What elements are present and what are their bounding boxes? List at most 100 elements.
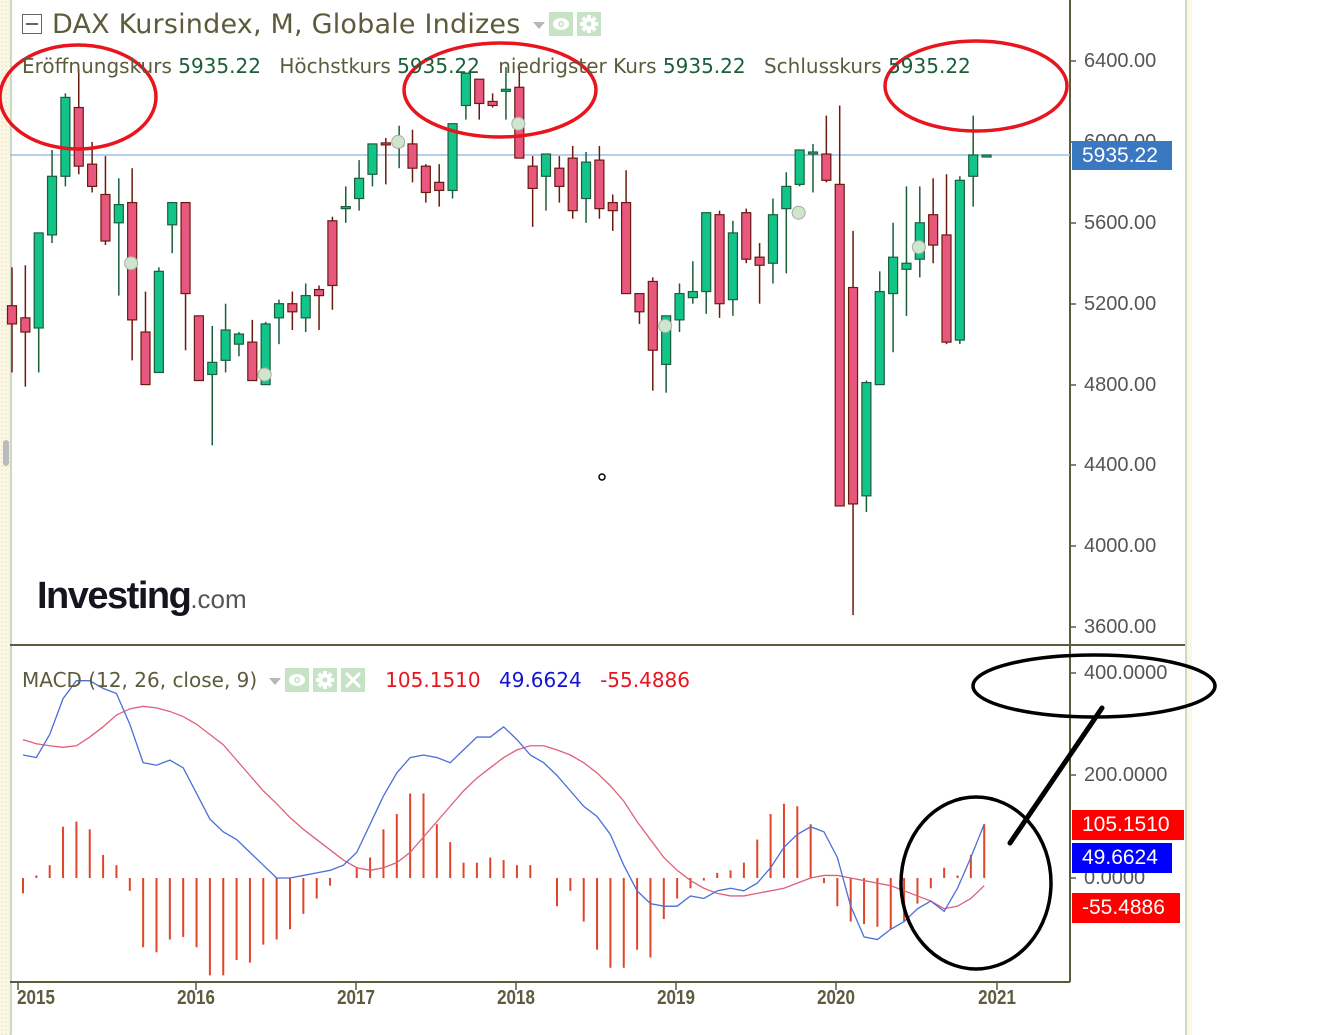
low-label: niedrigster Kurs bbox=[498, 54, 657, 78]
candle-body bbox=[233, 333, 245, 345]
candle-body bbox=[33, 232, 44, 329]
macd-tick-200: 200.0000 bbox=[1084, 764, 1168, 786]
candle-body bbox=[354, 177, 365, 200]
candle-body bbox=[594, 159, 605, 210]
sidebar-collapse-handle[interactable] bbox=[3, 440, 9, 466]
candle-body bbox=[847, 286, 859, 505]
candle-body bbox=[73, 106, 84, 167]
candle-body bbox=[100, 193, 111, 242]
ohlc-legend: Eröffnungskurs 5935.22 Höchstkurs 5935.2… bbox=[22, 54, 983, 78]
candle-body bbox=[460, 72, 471, 107]
candle-body bbox=[86, 163, 98, 187]
close-label: Schlusskurs bbox=[763, 54, 882, 78]
candle-body bbox=[207, 361, 218, 376]
candle-body bbox=[741, 212, 752, 260]
candle-body bbox=[767, 214, 779, 264]
candle-body bbox=[180, 201, 191, 295]
candle-body bbox=[580, 161, 592, 200]
candle-body bbox=[634, 292, 645, 313]
x-tick-2015: 2015 bbox=[17, 987, 55, 1009]
macd-value-tag: 105.1510 bbox=[1072, 810, 1184, 840]
eye-icon[interactable] bbox=[548, 12, 573, 36]
candle-body bbox=[941, 234, 952, 343]
candle-body bbox=[140, 331, 151, 386]
signal-value-tag: 49.6624 bbox=[1072, 843, 1172, 873]
signal-line bbox=[22, 705, 985, 910]
candle-body bbox=[901, 262, 912, 270]
candle-body bbox=[527, 165, 538, 190]
annotation-circle-red bbox=[883, 39, 1069, 133]
gear-icon[interactable] bbox=[576, 12, 601, 36]
candle-body bbox=[781, 185, 792, 210]
collapse-pane-icon[interactable] bbox=[22, 14, 42, 34]
candle-body bbox=[113, 203, 124, 224]
annotation-circle-black bbox=[899, 795, 1053, 971]
price-tick-5600: 5600.00 bbox=[1084, 212, 1157, 234]
candle-body bbox=[500, 88, 512, 92]
histogram-value: -55.4886 bbox=[600, 668, 690, 692]
candle-body bbox=[928, 214, 939, 246]
candle-body bbox=[287, 303, 298, 313]
annotation-circle-red bbox=[0, 43, 158, 151]
candle-body bbox=[981, 154, 992, 158]
candle-body bbox=[447, 123, 458, 192]
eye-icon[interactable] bbox=[285, 668, 310, 692]
macd-values: 105.1510 49.6624 -55.4886 bbox=[385, 668, 702, 692]
chevron-down-icon[interactable] bbox=[269, 677, 282, 685]
x-tick-2018: 2018 bbox=[497, 987, 535, 1009]
candle-body bbox=[874, 290, 885, 386]
candle-body bbox=[607, 201, 618, 212]
candle-body bbox=[727, 232, 739, 301]
candle-body bbox=[821, 153, 832, 181]
macd-title: MACD (12, 26, close, 9) bbox=[22, 668, 258, 692]
candle-body bbox=[380, 142, 391, 146]
chart-title: DAX Kursindex, M, Globale Indizes bbox=[52, 8, 521, 40]
event-marker bbox=[791, 205, 806, 220]
candle-body bbox=[954, 179, 965, 341]
candle-body bbox=[701, 212, 712, 293]
current-price-tag: 5935.22 bbox=[1072, 141, 1172, 170]
event-marker bbox=[391, 134, 406, 149]
x-tick-2020: 2020 bbox=[817, 987, 855, 1009]
candle-body bbox=[714, 214, 725, 305]
candle-body bbox=[300, 295, 311, 319]
candle-body bbox=[193, 315, 204, 382]
chevron-down-icon[interactable] bbox=[532, 21, 545, 29]
gear-icon[interactable] bbox=[313, 668, 338, 692]
high-label: Höchstkurs bbox=[279, 54, 391, 78]
open-label: Eröffnungskurs bbox=[22, 54, 172, 78]
price-tick-3600: 3600.00 bbox=[1084, 616, 1157, 638]
macd-header: MACD (12, 26, close, 9) 105.1510 49.6624… bbox=[22, 665, 702, 695]
candle-body bbox=[407, 143, 418, 169]
price-tick-5200: 5200.00 bbox=[1084, 293, 1157, 315]
candle-body bbox=[434, 181, 445, 192]
annotation-arrow-line bbox=[1007, 705, 1105, 846]
candle-body bbox=[661, 315, 672, 365]
right-panel-margin bbox=[1185, 0, 1192, 1035]
annotation-circle-red bbox=[402, 41, 598, 139]
candle-body bbox=[420, 165, 431, 194]
close-icon[interactable] bbox=[341, 668, 366, 692]
candle-body bbox=[6, 305, 18, 325]
candle-body bbox=[474, 78, 485, 105]
candle-body bbox=[327, 220, 338, 287]
price-tick-6400: 6400.00 bbox=[1084, 50, 1157, 72]
candle-body bbox=[260, 323, 271, 386]
candle-body bbox=[313, 288, 325, 297]
candle-body bbox=[754, 256, 765, 266]
x-tick-2019: 2019 bbox=[657, 987, 695, 1009]
price-tick-4800: 4800.00 bbox=[1084, 374, 1157, 396]
histogram-value-tag: -55.4886 bbox=[1072, 893, 1180, 923]
candle-body bbox=[340, 206, 351, 210]
x-tick-2017: 2017 bbox=[337, 987, 375, 1009]
candle-body bbox=[220, 329, 231, 361]
event-marker bbox=[911, 240, 926, 255]
event-marker bbox=[124, 256, 139, 271]
chart-header: DAX Kursindex, M, Globale Indizes bbox=[22, 4, 601, 44]
event-marker bbox=[257, 367, 272, 382]
candle-body bbox=[367, 143, 378, 175]
candle-body bbox=[647, 280, 658, 351]
candle-body bbox=[968, 154, 979, 177]
candle-body bbox=[554, 167, 565, 187]
